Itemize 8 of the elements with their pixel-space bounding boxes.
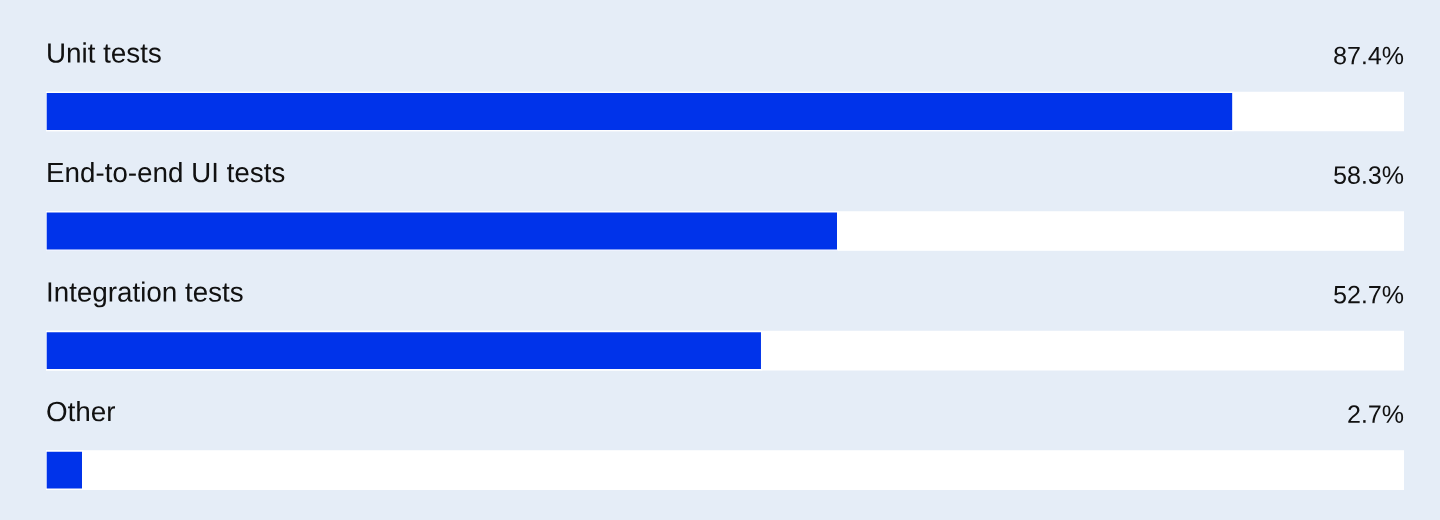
- data-label: 52.7%: [1334, 285, 1404, 304]
- data-label: 58.3%: [1334, 166, 1404, 184]
- data-label: 2.7%: [1348, 405, 1404, 423]
- y-tick-label: Integration tests: [48, 281, 243, 308]
- y-tick-label: Other: [47, 400, 116, 422]
- y-tick-label: Unit tests: [48, 42, 161, 63]
- y-tick-label: End-to-end UI tests: [48, 161, 285, 183]
- data-label: 87.4%: [1334, 46, 1404, 65]
